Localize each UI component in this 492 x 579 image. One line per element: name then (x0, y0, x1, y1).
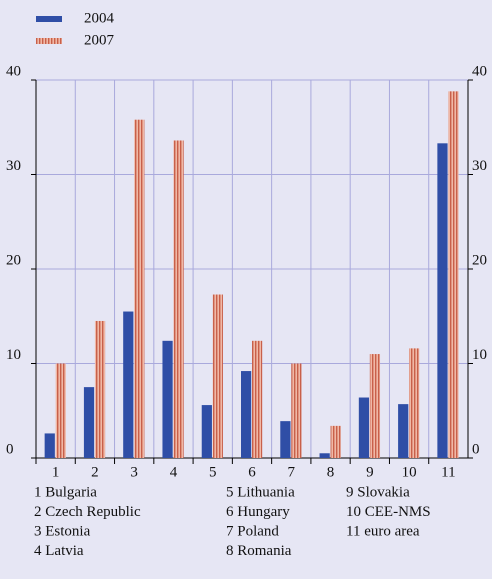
bar (437, 143, 448, 458)
bar (319, 453, 330, 458)
x-tick-label: 8 (327, 464, 335, 480)
legend-swatch (36, 16, 62, 22)
bar (55, 363, 66, 458)
x-tick-label: 10 (402, 464, 417, 480)
legend-label: 2007 (84, 32, 115, 48)
bar (369, 354, 381, 458)
bar (94, 320, 106, 458)
x-tick-label: 11 (441, 464, 455, 480)
bar (162, 340, 173, 458)
y-tick-label: 20 (6, 252, 21, 268)
x-tick-label: 6 (248, 464, 256, 480)
x-tick-label: 3 (130, 464, 138, 480)
bar (448, 91, 459, 458)
note: 7 Poland (226, 523, 279, 539)
x-tick-label: 5 (209, 464, 217, 480)
note: 6 Hungary (226, 504, 290, 520)
note: 4 Latvia (34, 543, 84, 559)
note: 9 Slovakia (346, 484, 410, 500)
bar (330, 425, 341, 458)
bar (358, 397, 370, 458)
note: 2 Czech Republic (34, 504, 141, 520)
y-tick-label: 10 (6, 347, 21, 363)
bar (280, 421, 291, 458)
note: 11 euro area (346, 523, 420, 539)
note: 3 Estonia (34, 523, 91, 539)
y-tick-label: 30 (6, 158, 21, 174)
y-tick-label: 0 (6, 441, 14, 457)
bar (134, 119, 145, 458)
bar (252, 340, 263, 458)
bar (241, 371, 252, 458)
bar (409, 348, 420, 458)
y2-tick-label: 30 (472, 158, 487, 174)
bar (83, 387, 95, 458)
note: 5 Lithuania (226, 484, 295, 500)
bar (398, 404, 409, 458)
bar (212, 294, 223, 458)
legend-label: 2004 (84, 10, 115, 26)
bar (291, 363, 302, 458)
note: 10 CEE-NMS (346, 504, 431, 520)
x-tick-label: 7 (288, 464, 296, 480)
y2-tick-label: 10 (472, 347, 487, 363)
y2-tick-label: 0 (472, 441, 480, 457)
legend-swatch (36, 38, 62, 44)
bar (201, 405, 212, 458)
x-tick-label: 1 (52, 464, 60, 480)
bar (123, 311, 134, 458)
note: 1 Bulgaria (34, 484, 97, 500)
y-tick-label: 40 (6, 63, 21, 79)
x-tick-label: 4 (170, 464, 178, 480)
x-tick-label: 2 (91, 464, 99, 480)
y2-tick-label: 20 (472, 252, 487, 268)
bar (173, 140, 184, 459)
x-tick-label: 9 (366, 464, 374, 480)
bar (44, 433, 55, 458)
y2-tick-label: 40 (472, 63, 487, 79)
note: 8 Romania (226, 543, 292, 559)
